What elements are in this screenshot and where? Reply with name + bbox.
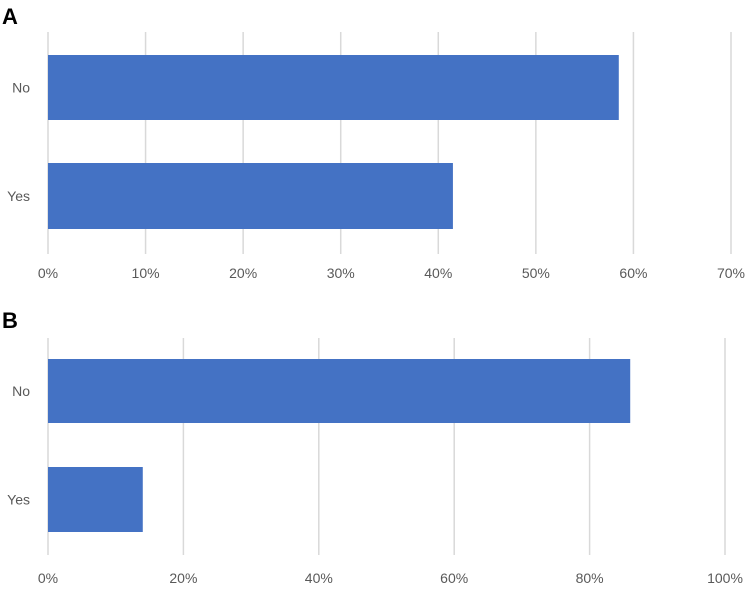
bar-a-no bbox=[48, 55, 619, 120]
x-tick-label-a-3: 30% bbox=[327, 265, 355, 281]
panel-letter-b: B bbox=[2, 308, 18, 333]
x-tick-label-a-2: 20% bbox=[229, 265, 257, 281]
x-tick-label-b-1: 20% bbox=[169, 570, 197, 586]
x-tick-label-a-7: 70% bbox=[717, 265, 745, 281]
panel-letter-a: A bbox=[2, 4, 18, 29]
panel-a: A 0% 10% 20% 30% 40% 50% 60% 70% No Yes bbox=[2, 4, 745, 281]
category-label-b-no: No bbox=[12, 383, 30, 399]
x-tick-label-b-3: 60% bbox=[440, 570, 468, 586]
x-tick-label-b-0: 0% bbox=[38, 570, 58, 586]
bar-a-yes bbox=[48, 163, 453, 229]
x-tick-label-b-4: 80% bbox=[576, 570, 604, 586]
x-tick-label-a-6: 60% bbox=[619, 265, 647, 281]
x-tick-label-a-4: 40% bbox=[424, 265, 452, 281]
bar-b-no bbox=[48, 359, 631, 423]
x-tick-label-a-0: 0% bbox=[38, 265, 58, 281]
category-label-b-yes: Yes bbox=[7, 492, 30, 508]
category-label-a-no: No bbox=[12, 80, 30, 96]
x-tick-label-b-2: 40% bbox=[305, 570, 333, 586]
x-tick-label-a-5: 50% bbox=[522, 265, 550, 281]
category-label-a-yes: Yes bbox=[7, 188, 30, 204]
bar-b-yes bbox=[48, 467, 143, 532]
x-tick-label-a-1: 10% bbox=[132, 265, 160, 281]
x-tick-label-b-5: 100% bbox=[707, 570, 743, 586]
panel-b: B 0% 20% 40% 60% 80% 100% No Yes bbox=[2, 308, 743, 586]
